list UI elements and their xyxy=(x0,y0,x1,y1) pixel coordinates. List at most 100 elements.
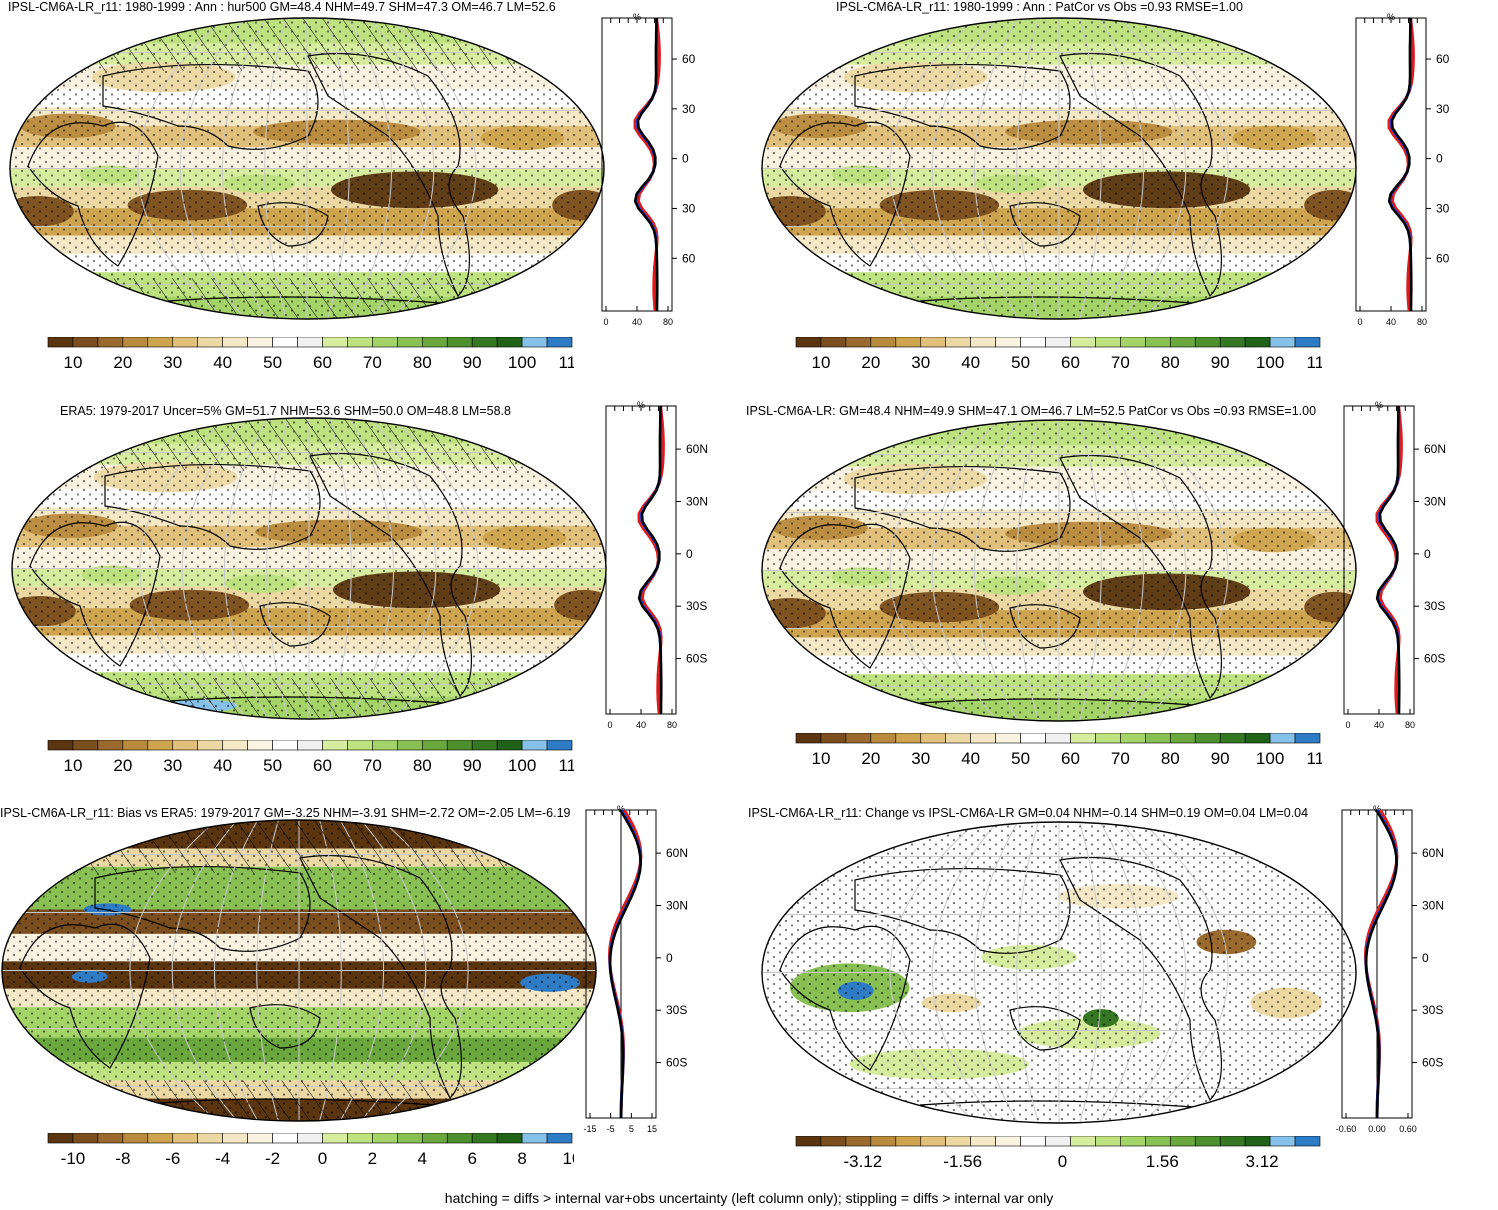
colorbar-swatch xyxy=(895,733,922,744)
colorbar-swatch xyxy=(1120,733,1146,744)
lat-tick-label: 60S xyxy=(1424,652,1445,666)
x-tick-label: 15 xyxy=(647,1124,657,1134)
panel-title: IPSL-CM6A-LR_r11: 1980-1999 : Ann : hur5… xyxy=(8,0,556,14)
mean-profile-line xyxy=(633,17,659,312)
colorbar-swatch xyxy=(247,337,273,348)
colorbar-swatch xyxy=(446,337,473,348)
x-tick-label: 80 xyxy=(667,720,677,730)
colorbar-swatch xyxy=(1095,1136,1121,1147)
zonal-mean-profile: % 60N 30N 0 30S 60S 0 40 80 xyxy=(601,12,696,327)
lat-tick-label: 30N xyxy=(1436,102,1450,116)
mean-profile-line xyxy=(608,809,642,1119)
profile-unit-label: % xyxy=(1373,804,1381,814)
map-border xyxy=(761,419,1357,722)
lat-tick-label: 0 xyxy=(1424,547,1431,561)
colorbar-swatch xyxy=(1120,337,1146,348)
colorbar-label: -1.56 xyxy=(943,1152,982,1171)
colorbar-swatch xyxy=(397,337,423,348)
x-tick-label: 80 xyxy=(1405,720,1415,730)
colorbar-swatch xyxy=(147,1133,174,1144)
colorbar-swatch xyxy=(1020,1136,1046,1147)
colorbar-swatch xyxy=(970,337,996,348)
x-tick-label: 0 xyxy=(1345,720,1350,730)
colorbar-swatch xyxy=(1244,1136,1271,1147)
colorbar-label: 70 xyxy=(1111,749,1130,768)
stippling xyxy=(762,822,1356,1123)
lat-tick-label: 60N xyxy=(686,442,708,456)
colorbar-swatch xyxy=(272,740,298,751)
colorbar: -3.12 -1.56 0 1.56 3.12 xyxy=(795,1136,1321,1171)
robinson-map xyxy=(11,417,607,720)
colorbar-swatch xyxy=(297,337,323,348)
colorbar-swatch xyxy=(347,1133,373,1144)
model-profile-line xyxy=(1364,809,1399,1119)
colorbar-label: 80 xyxy=(413,756,432,775)
robinson-map xyxy=(761,821,1357,1124)
colorbar-swatch xyxy=(197,337,223,348)
lat-tick-label: 30N xyxy=(1424,494,1446,508)
colorbar-swatch xyxy=(147,740,174,751)
colorbar-swatch xyxy=(1194,337,1221,348)
lat-tick-label: 30S xyxy=(1422,1003,1443,1017)
footer-note: hatching = diffs > internal var+obs unce… xyxy=(444,1190,1054,1206)
lat-tick-label: 0 xyxy=(686,547,693,561)
lat-tick-label: 60S xyxy=(1436,251,1450,265)
colorbar-label: 20 xyxy=(861,749,880,768)
colorbar-swatch xyxy=(172,740,199,751)
colorbar-swatch xyxy=(1045,337,1071,348)
x-tick-label: -0.60 xyxy=(1336,1124,1356,1134)
colorbar-swatch xyxy=(845,1136,872,1147)
colorbar-swatch xyxy=(122,1133,149,1144)
colorbar-swatch xyxy=(197,740,223,751)
colorbar-swatch xyxy=(1294,1136,1321,1147)
profile-frame xyxy=(1355,17,1427,312)
colorbar-swatch xyxy=(895,1136,922,1147)
colorbar-swatch xyxy=(845,733,872,744)
colorbar-swatch xyxy=(920,1136,947,1147)
colorbar-swatch xyxy=(122,740,149,751)
colorbar-label: 30 xyxy=(911,353,930,372)
colorbar-swatch xyxy=(147,337,174,348)
colorbar-swatch xyxy=(1045,1136,1071,1147)
hatching xyxy=(10,18,604,71)
colorbar-swatch xyxy=(1169,1136,1196,1147)
colorbar: 10 20 30 40 50 60 70 80 90 100 110 xyxy=(795,337,1322,372)
colorbar-swatch xyxy=(1194,733,1221,744)
colorbar-label: 10 xyxy=(63,756,82,775)
map-field xyxy=(762,18,1356,319)
lat-tick-label: 30N xyxy=(666,898,688,912)
colorbar-label: 0 xyxy=(1058,1152,1067,1171)
lat-tick-label: 60S xyxy=(1422,1056,1443,1070)
colorbar-swatch xyxy=(347,337,373,348)
colorbar-swatch xyxy=(995,337,1021,348)
colorbar-swatch xyxy=(47,1133,74,1144)
x-tick-label: 5 xyxy=(629,1124,634,1134)
colorbar-label: 30 xyxy=(163,353,182,372)
colorbar-swatch xyxy=(970,1136,996,1147)
colorbar-swatch xyxy=(372,740,398,751)
colorbar-swatch xyxy=(72,1133,99,1144)
colorbar-label: 80 xyxy=(413,353,432,372)
colorbar-swatch xyxy=(1219,733,1246,744)
colorbar-label: 70 xyxy=(363,353,382,372)
colorbar-label: 40 xyxy=(213,756,232,775)
colorbar-label: 110 xyxy=(558,353,574,372)
colorbar-swatch xyxy=(397,1133,423,1144)
colorbar-swatch xyxy=(1269,1136,1296,1147)
colorbar-swatch xyxy=(1169,337,1196,348)
colorbar-swatch xyxy=(546,337,573,348)
colorbar-label: 10 xyxy=(63,353,82,372)
lat-tick-label: 60N xyxy=(682,52,696,66)
colorbar-swatch xyxy=(421,740,448,751)
colorbar-swatch xyxy=(372,337,398,348)
mean-profile-line xyxy=(1364,809,1398,1119)
colorbar-label: 80 xyxy=(1161,353,1180,372)
colorbar-swatch xyxy=(820,1136,847,1147)
x-tick-label: 0.60 xyxy=(1399,1124,1417,1134)
lat-tick-label: 30S xyxy=(682,201,696,215)
x-tick-label: 80 xyxy=(1417,317,1427,327)
colorbar-swatch xyxy=(546,1133,573,1144)
lat-tick-label: 60S xyxy=(666,1056,687,1070)
colorbar-label: 6 xyxy=(467,1149,476,1168)
zonal-mean-profile: % 60N 30N 0 30S 60S 0 40 80 xyxy=(605,400,708,730)
